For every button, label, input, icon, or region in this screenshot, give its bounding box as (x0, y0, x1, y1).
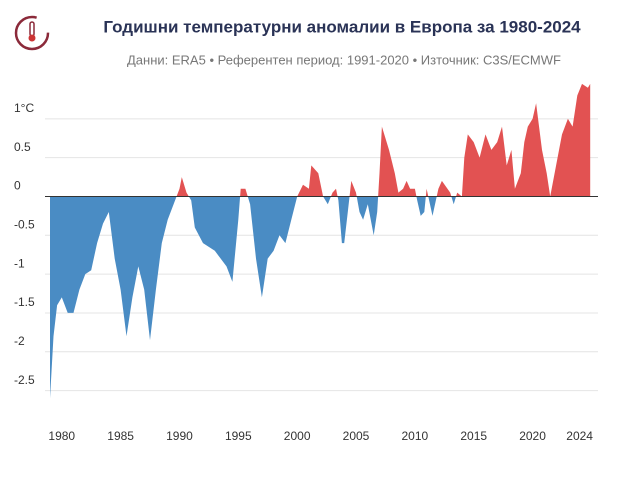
y-tick-label: -2 (14, 334, 25, 348)
y-tick-label: -1.5 (14, 295, 35, 309)
y-tick-label: 0.5 (14, 140, 31, 154)
x-tick-label: 2005 (343, 429, 370, 443)
x-tick-label: 2020 (519, 429, 546, 443)
chart-subtitle: Данни: ERA5 • Референтен период: 1991-20… (127, 52, 561, 67)
x-tick-label: 1980 (48, 429, 75, 443)
chart-title: Годишни температурни аномалии в Европа з… (103, 17, 581, 36)
x-tick-label: 1990 (166, 429, 193, 443)
x-tick-label: 2010 (402, 429, 429, 443)
y-tick-label: -2.5 (14, 373, 35, 387)
x-tick-label: 2000 (284, 429, 311, 443)
logo (14, 15, 50, 51)
area (50, 83, 591, 399)
y-tick-label: 1°C (14, 101, 34, 115)
x-tick-label: 2015 (460, 429, 487, 443)
x-tick-label: 1995 (225, 429, 252, 443)
y-tick-label: -0.5 (14, 217, 35, 231)
y-tick-label: -1 (14, 256, 25, 270)
x-tick-label: 1985 (107, 429, 134, 443)
x-tick-label: 2024 (566, 429, 593, 443)
y-tick-label: 0 (14, 179, 21, 193)
